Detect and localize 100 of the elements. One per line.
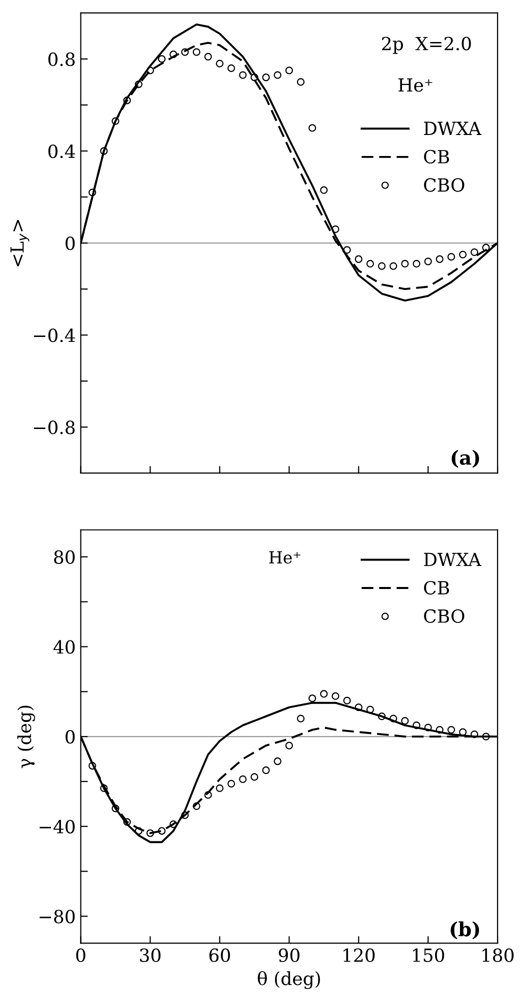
point (158, 55, 166, 63)
point (204, 52, 212, 60)
y-tick-label: 0.8 (48, 52, 75, 66)
point (401, 260, 409, 268)
point (170, 820, 178, 828)
point (239, 775, 247, 784)
point (100, 147, 108, 155)
point (146, 66, 154, 74)
y-tick-label: −0.4 (34, 328, 75, 342)
point (250, 74, 258, 82)
point (412, 721, 420, 730)
point (378, 712, 386, 720)
annotation: (a) (452, 450, 480, 468)
point (308, 694, 316, 702)
y-tick-label: 40 (53, 640, 75, 654)
point (332, 225, 340, 234)
y-tick-label: 0 (66, 236, 75, 250)
y-tick-label: 0 (66, 730, 75, 744)
point (482, 732, 490, 740)
point (390, 262, 398, 270)
point (436, 255, 444, 263)
annotation: He⁺ (398, 78, 432, 92)
x-axis-title: θ (deg) (258, 971, 320, 990)
point (112, 804, 120, 812)
x-tick-label: 120 (344, 948, 375, 962)
point (470, 730, 478, 738)
point (366, 260, 374, 268)
point (459, 728, 467, 736)
y-tick-label: 0.4 (48, 144, 75, 158)
point (227, 780, 236, 788)
point (390, 714, 398, 722)
legend-label: CB (424, 580, 450, 595)
point (158, 827, 166, 835)
point (216, 784, 224, 792)
legend-label: DWXA (424, 552, 482, 566)
legend-label: DWXA (424, 122, 482, 135)
x-tick-label: 90 (278, 948, 300, 962)
x-tick-label: 150 (413, 948, 444, 962)
point (262, 74, 270, 82)
x-tick-label: 0 (76, 948, 86, 962)
y-axis-title: <L$_{y}$> (10, 220, 30, 266)
y-tick-label: −80 (40, 910, 75, 924)
point (447, 253, 456, 261)
point (424, 258, 432, 266)
y-tick-label: −0.8 (34, 420, 75, 434)
point (170, 50, 178, 58)
point (134, 827, 142, 835)
legend-label: CB (424, 150, 450, 164)
annotation: He⁺ (269, 551, 300, 564)
point (88, 762, 96, 770)
point (204, 791, 212, 799)
point (181, 811, 189, 819)
point (296, 78, 305, 86)
point (482, 244, 490, 252)
point (354, 704, 362, 712)
point (123, 96, 131, 104)
point (192, 48, 200, 56)
point (134, 80, 142, 88)
x-tick-label: 60 (209, 948, 230, 962)
point (274, 71, 282, 79)
point (308, 124, 316, 132)
y-axis-title: γ (deg) (17, 706, 36, 768)
point (123, 818, 131, 826)
y-tick-label: −40 (40, 820, 75, 834)
annotation: (b) (450, 921, 480, 940)
point (447, 726, 456, 734)
point (285, 742, 293, 750)
point (401, 717, 409, 725)
point (274, 757, 282, 766)
point (343, 246, 351, 254)
point (112, 117, 120, 125)
point (100, 784, 108, 792)
point (146, 829, 154, 837)
point (227, 64, 236, 72)
point (320, 186, 328, 194)
point (88, 188, 96, 196)
point (470, 248, 478, 256)
point (412, 260, 420, 268)
point (250, 773, 258, 781)
legend-label: CBO (424, 609, 464, 623)
point (320, 690, 328, 698)
point (459, 250, 467, 258)
annotation: 2p X=2.0 (382, 36, 471, 54)
point (436, 726, 444, 734)
point (354, 255, 362, 263)
legend-label: CBO (424, 178, 464, 192)
x-tick-label: 180 (482, 948, 514, 962)
point (262, 766, 270, 774)
point (343, 696, 351, 704)
point (366, 706, 374, 714)
point (285, 66, 293, 74)
y-tick-label: 80 (54, 550, 75, 564)
point (181, 48, 189, 56)
point (378, 262, 386, 270)
point (239, 71, 247, 79)
point (424, 724, 432, 732)
point (332, 692, 340, 700)
x-tick-label: 30 (140, 948, 161, 962)
point (216, 60, 224, 68)
point (192, 802, 200, 810)
